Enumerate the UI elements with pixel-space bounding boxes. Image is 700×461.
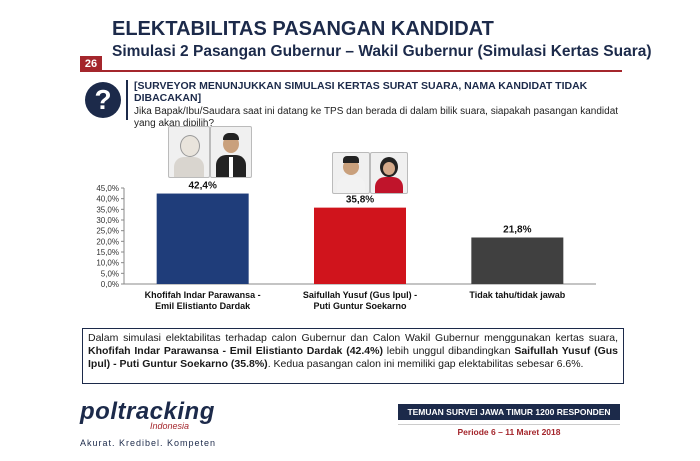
logo-tagline: Akurat. Kredibel. Kompeten [80,438,217,448]
category-label: Saifullah Yusuf (Gus Ipul) - [303,290,417,300]
summary-bold-1: Khofifah Indar Parawansa - Emil Elistian… [88,345,383,357]
question-icon: ? [85,82,121,118]
y-tick-label: 25,0% [96,227,119,236]
page-subtitle: Simulasi 2 Pasangan Gubernur – Wakil Gub… [112,43,652,60]
question-box: [SURVEYOR MENUNJUKKAN SIMULASI KERTAS SU… [126,80,630,129]
category-label: Puti Guntur Soekarno [313,301,407,311]
bar-2 [314,207,406,284]
category-label: Khofifah Indar Parawansa - [145,290,261,300]
y-tick-label: 20,0% [96,237,119,246]
bar-1 [156,193,249,284]
survey-label: TEMUAN SURVEI JAWA TIMUR 1200 RESPONDEN [398,404,620,420]
y-tick-label: 0,0% [101,280,119,289]
summary-bold-2: Saifullah Yusuf (Gus Ipul) - Puti Guntur… [88,345,619,370]
bar-3 [471,237,564,284]
question-text: Jika Bapak/Ibu/Saudara saat ini datang k… [134,106,619,129]
bar-value-label: 21,8% [503,224,531,235]
y-tick-label: 40,0% [96,195,119,204]
bar-chart: 0,0% 5,0%10,0% 15,0% 20,0%25,0% 30,0% 35,0%40… [96,181,596,311]
candidate-photo-gus-ipul [332,152,370,194]
candidate-photo-emil [210,126,252,178]
summary-text-2: lebih unggul dibandingkan [382,345,515,357]
header-rule [102,70,622,72]
y-tick-label: 35,0% [96,205,119,214]
summary-text-1: Dalam simulasi elektabilitas terhadap ca… [88,332,618,344]
category-label: Emil Elistianto Dardak [155,301,251,311]
summary-text-3: . Kedua pasangan calon ini memiliki gap … [267,358,584,370]
poltracking-logo: poltracking Indonesia Akurat. Kredibel. … [80,398,216,448]
y-tick-label: 15,0% [96,248,119,257]
y-tick-label: 10,0% [96,259,119,268]
logo-name: poltracking [80,398,215,425]
y-tick-label: 45,0% [96,184,119,193]
candidate-photo-khofifah [168,126,210,178]
y-tick-label: 5,0% [101,269,119,278]
survey-period: Periode 6 – 11 Maret 2018 [398,424,620,439]
page-title: ELEKTABILITAS PASANGAN KANDIDAT [112,18,494,40]
y-tick-label: 30,0% [96,216,119,225]
category-label: Tidak tahu/tidak jawab [469,290,565,300]
candidate-photo-puti [370,152,408,194]
summary-box: Dalam simulasi elektabilitas terhadap ca… [82,328,624,384]
logo-sub: Indonesia [150,421,190,431]
question-heading: [SURVEYOR MENUNJUKKAN SIMULASI KERTAS SU… [134,80,588,104]
bar-value-label: 42,4% [188,181,216,192]
bar-value-label: 35,8% [346,195,374,206]
page-number-badge: 26 [80,56,102,72]
chart-area: 0,0% 5,0% 10,0% 15,0% 20,0% 25,0% 30,0% 35,0% 40… [96,181,596,311]
